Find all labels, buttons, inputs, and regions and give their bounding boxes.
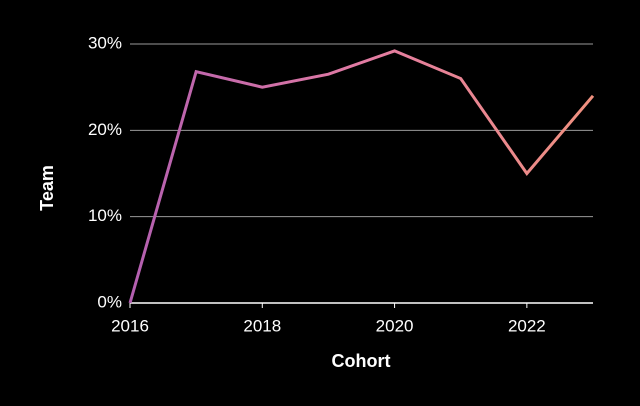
x-axis-title: Cohort	[332, 351, 391, 371]
line-series	[128, 49, 595, 304]
x-tick-label: 2018	[243, 316, 281, 335]
x-tick-label: 2016	[111, 316, 149, 335]
x-tick-label: 2020	[376, 316, 414, 335]
y-axis-title: Team	[37, 165, 57, 211]
y-tick-label: 30%	[88, 33, 122, 52]
y-tick-label: 10%	[88, 206, 122, 225]
x-tick-label: 2022	[508, 316, 546, 335]
y-tick-label: 0%	[97, 292, 122, 311]
y-tick-label: 20%	[88, 120, 122, 139]
